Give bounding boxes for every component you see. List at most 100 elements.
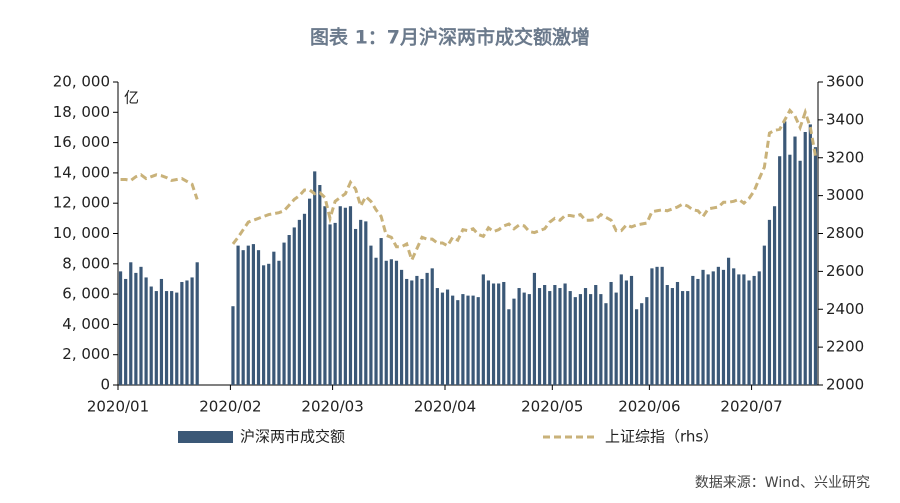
y-tick-label: 2, 000 <box>62 345 110 363</box>
bar <box>803 131 807 385</box>
bar <box>502 281 506 385</box>
y-tick-label: 0 <box>100 376 110 394</box>
bar <box>772 206 777 385</box>
bar <box>451 295 455 385</box>
y2-tick-label: 2000 <box>826 376 864 394</box>
y2-tick-label: 2400 <box>826 300 864 318</box>
bar <box>277 260 281 385</box>
bar <box>364 221 368 385</box>
bar <box>737 274 741 385</box>
bar <box>343 207 347 385</box>
bar <box>415 275 419 385</box>
bar <box>267 263 271 385</box>
bar <box>185 280 189 385</box>
bar <box>757 271 761 385</box>
bar <box>537 288 542 385</box>
x-tick-label: 2020/01 <box>87 398 149 416</box>
bar <box>134 272 138 385</box>
bar <box>686 291 690 385</box>
index-line <box>120 107 817 265</box>
bar <box>139 266 143 385</box>
bar <box>497 283 501 385</box>
bar <box>236 245 240 385</box>
bar <box>558 288 562 385</box>
bar <box>302 213 307 385</box>
bar <box>645 297 649 385</box>
bar <box>394 260 399 385</box>
y-tick-label: 18, 000 <box>53 103 110 121</box>
bar <box>512 298 516 385</box>
bar <box>563 283 567 385</box>
bar <box>287 235 291 385</box>
x-tick-label: 2020/06 <box>618 398 680 416</box>
bar <box>578 294 583 385</box>
bar <box>706 274 710 385</box>
bar <box>313 171 317 385</box>
legend-label: 上证综指（rhs） <box>605 428 718 446</box>
y2-tick-label: 3200 <box>826 148 864 166</box>
bar <box>374 257 378 385</box>
bar <box>292 227 296 385</box>
bar <box>716 266 720 385</box>
bar <box>241 250 245 385</box>
bar <box>389 259 393 385</box>
y-tick-label: 8, 000 <box>62 254 110 272</box>
bar <box>726 257 731 385</box>
source: 数据来源：Wind、兴业研究 <box>695 475 870 491</box>
bar <box>430 268 434 385</box>
bar <box>318 185 322 385</box>
bar <box>262 265 266 385</box>
y2-tick-label: 3600 <box>826 73 864 91</box>
legend-label: 沪深两市成交额 <box>240 428 345 446</box>
unit-label: 亿 <box>124 89 139 107</box>
bar <box>118 271 123 385</box>
y-tick-label: 20, 000 <box>53 73 110 91</box>
bar <box>640 303 644 385</box>
bar <box>405 278 409 385</box>
bar <box>696 278 700 385</box>
bar <box>553 285 557 385</box>
bar <box>650 268 654 385</box>
bar <box>445 289 450 385</box>
bar <box>594 285 598 385</box>
bar <box>788 154 792 385</box>
bar <box>543 285 547 385</box>
bar <box>399 269 404 385</box>
bar <box>175 292 179 385</box>
bar <box>144 277 148 385</box>
bar <box>471 295 475 385</box>
bar <box>353 228 358 385</box>
bar <box>609 281 613 385</box>
bar <box>195 262 199 385</box>
y-tick-label: 10, 000 <box>53 224 110 242</box>
bar <box>614 292 618 385</box>
bar <box>476 297 480 385</box>
bar <box>159 278 164 385</box>
bar <box>435 288 439 385</box>
bar <box>701 269 705 385</box>
bar <box>308 198 312 385</box>
y-tick-label: 12, 000 <box>53 194 110 212</box>
bar <box>813 147 818 385</box>
bar <box>721 269 726 385</box>
bar <box>670 288 674 385</box>
bar <box>573 297 577 385</box>
bar <box>665 285 669 385</box>
bar <box>272 251 276 385</box>
bar <box>149 286 153 385</box>
bar <box>379 238 383 385</box>
bar <box>589 294 593 385</box>
bar <box>231 306 235 385</box>
bar <box>129 262 133 385</box>
bar <box>328 224 332 385</box>
y-tick-label: 14, 000 <box>53 163 110 181</box>
bar <box>461 294 465 385</box>
bar <box>481 274 485 385</box>
bar <box>420 278 424 385</box>
bar <box>256 250 261 385</box>
bar <box>798 160 802 385</box>
bar <box>180 281 184 385</box>
x-tick-label: 2020/03 <box>301 398 363 416</box>
bar <box>532 272 537 385</box>
